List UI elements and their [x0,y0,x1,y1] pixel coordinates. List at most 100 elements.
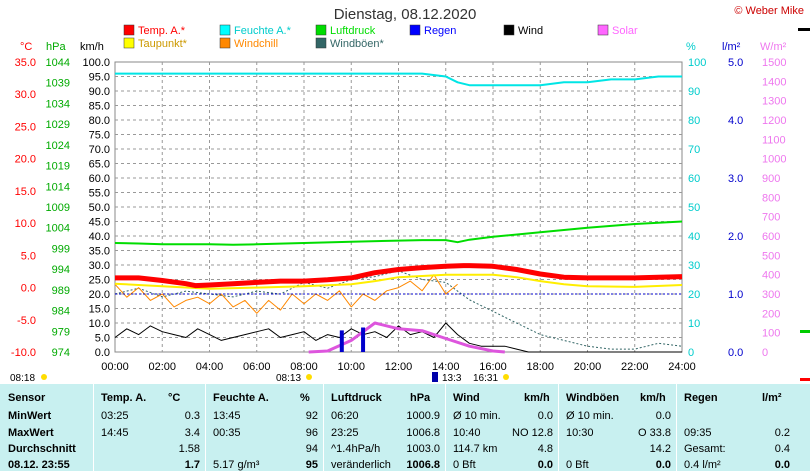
series-tempa [115,263,683,289]
row-label: MaxWert [8,427,54,439]
edge-mark-red [800,378,810,381]
series-taupunkt [114,273,683,290]
stats-table: Sensor MinWert MaxWert Durchschnitt 08.12. 2… [0,384,810,471]
wind-value-cell: 0.0 [537,410,553,422]
temp-tick-label: -10.0 [11,347,36,359]
legend-swatch [123,37,135,49]
header-hum: Feuchte A. [213,392,269,404]
pct-tick-label: 50 [688,202,700,214]
header-gust-unit: km/h [640,392,666,404]
kmh-tick-label: 70.0 [89,144,110,156]
solar-tick-label: 600 [762,231,780,243]
legend-swatch [315,37,327,49]
sunset-icon [503,374,509,380]
kmh-tick-label: 10.0 [89,318,110,330]
header-rain: Regen [684,392,718,404]
pct-tick-label: 60 [688,173,700,185]
kmh-tick-label: 40.0 [89,231,110,243]
legend-label: Regen [424,25,456,37]
wind-label-cell: 114.7 km [453,443,498,455]
rain-tick-label: 0.0 [728,347,743,359]
legend-label: Windböen* [330,38,385,50]
press-value-cell: 1006.8 [406,427,440,439]
solar-tick-label: 900 [762,173,780,185]
table-column-divider [323,384,324,471]
rain-value-cell: 0.4 [774,443,790,455]
legend-swatch [219,24,231,36]
series-line [114,273,683,290]
solar-tick-label: 500 [762,250,780,262]
rain-tick-label: 4.0 [728,115,743,127]
temp-value-cell: 1.7 [184,459,200,471]
x-tick-label: 08:00 [290,361,318,373]
solar-tick-label: 300 [762,289,780,301]
pct-tick-label: 70 [688,144,700,156]
wind-value-cell: 0.0 [537,459,553,471]
rain-value-cell: 0.0 [774,459,790,471]
header-press: Luftdruck [331,392,382,404]
legend-swatch [503,24,515,36]
sunrise-time: 08:13 [276,373,301,384]
hpa-tick-label: 1029 [46,119,70,131]
press-label-cell: ^1.4hPa/h [331,443,381,455]
temp-tick-label: 20.0 [15,154,36,166]
pct-tick-label: 40 [688,231,700,243]
table-column-divider [93,384,94,471]
hum-label-cell: 00:35 [213,427,241,439]
rain-label-cell: 09:35 [684,427,712,439]
temp-unit-label: °C [20,41,32,53]
hpa-tick-label: 994 [52,264,70,276]
pct-tick-label: 10 [688,318,700,330]
sunset-time: 16:31 [473,373,498,384]
x-tick-label: 04:00 [196,361,224,373]
hpa-tick-label: 984 [52,306,70,318]
legend-label: Feuchte A.* [234,25,292,37]
gust-label-cell: Ø 10 min. [566,410,614,422]
legend-swatch [315,24,327,36]
rain-value-cell: 0.2 [774,427,790,439]
solar-tick-label: 0 [762,347,768,359]
wind-value-cell: NO 12.8 [512,427,553,439]
solar-tick-label: 200 [762,308,780,320]
series-luftdruck [114,220,683,246]
kmh-tick-label: 85.0 [89,101,110,113]
pct-tick-label: 90 [688,86,700,98]
header-temp: Temp. A. [101,392,147,404]
temp-tick-label: 35.0 [15,57,36,69]
gust-label-cell: 10:30 [566,427,594,439]
solar-tick-label: 100 [762,328,780,340]
edge-mark-top [798,28,810,31]
hpa-tick-label: 974 [52,347,70,359]
solar-tick-label: 1000 [762,154,786,166]
hpa-tick-label: 979 [52,326,70,338]
pct-tick-label: 80 [688,115,700,127]
sun-left-icon [41,374,47,380]
legend-swatch [123,24,135,36]
rain-tick-label: 3.0 [728,173,743,185]
series-line [308,321,505,354]
kmh-tick-label: 30.0 [89,260,110,272]
kmh-tick-label: 90.0 [89,86,110,98]
temp-value-cell: 0.3 [184,410,200,422]
x-tick-label: 00:00 [101,361,129,373]
press-value-cell: 1003.0 [406,443,440,455]
legend-label: Taupunkt* [138,38,188,50]
kmh-tick-label: 20.0 [89,289,110,301]
kmh-tick-label: 80.0 [89,115,110,127]
row-label: MinWert [8,410,52,422]
temp-label-cell: 14:45 [101,427,129,439]
press-value-cell: 1000.9 [406,410,440,422]
rain-bar [339,330,344,352]
series-line [114,220,683,246]
header-hum-unit: % [300,392,310,404]
temp-tick-label: 30.0 [15,89,36,101]
header-gust: Windböen [566,392,620,404]
pct-unit-label: % [686,41,696,53]
row-label: 08.12. 23:55 [8,459,70,471]
hpa-tick-label: 1014 [46,181,70,193]
series-feuchtea [115,72,682,87]
solar-tick-label: 1300 [762,96,786,108]
gust-value-cell: 14.2 [649,443,671,455]
table-column-divider [676,384,677,471]
